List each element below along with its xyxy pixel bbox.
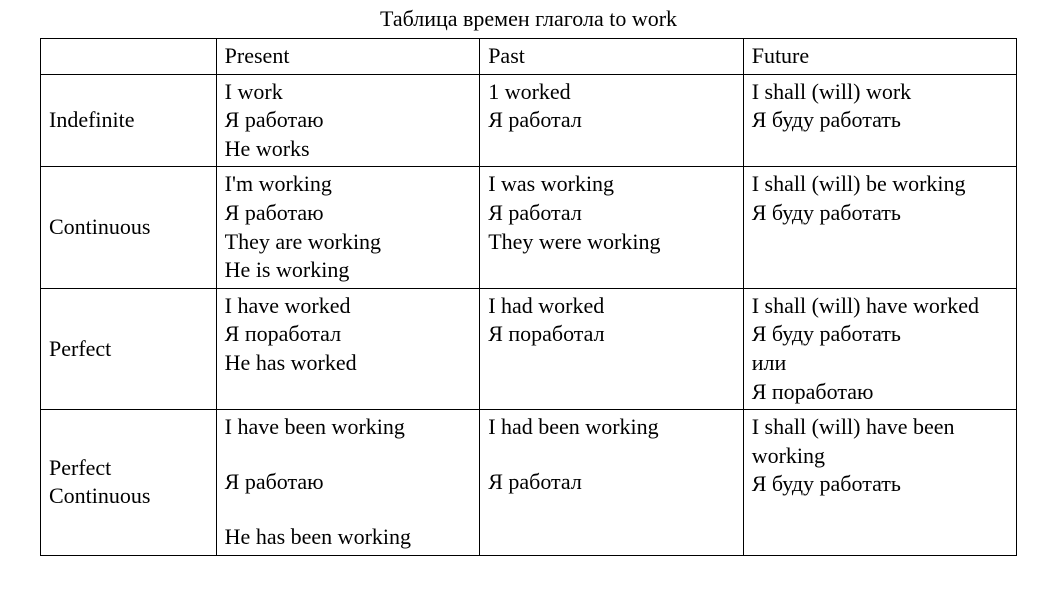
text-line: I work	[225, 78, 474, 107]
cell-indefinite-present: I work Я работаю He works	[216, 74, 480, 167]
header-past: Past	[480, 39, 744, 75]
row-label-perfect-continuous: Perfect Continuous	[41, 410, 217, 556]
cell-perfect-present: I have worked Я поработал He has worked	[216, 288, 480, 409]
cell-continuous-present: I'm working Я работаю They are working H…	[216, 167, 480, 288]
cell-indefinite-future: I shall (will) work Я буду работать	[743, 74, 1016, 167]
text-line: Я буду работать	[752, 320, 1010, 349]
page-title: Таблица времен глагола to work	[40, 6, 1017, 32]
row-label-continuous: Continuous	[41, 167, 217, 288]
text-line: Я работаю	[225, 106, 474, 135]
row-label-perfect: Perfect	[41, 288, 217, 409]
text-line: They are working	[225, 228, 474, 257]
text-line: или	[752, 349, 1010, 378]
header-future: Future	[743, 39, 1016, 75]
cell-perfect-future: I shall (will) have worked Я буду работа…	[743, 288, 1016, 409]
blank-line	[225, 497, 474, 523]
blank-line	[488, 442, 737, 468]
cell-continuous-future: I shall (will) be working Я буду работат…	[743, 167, 1016, 288]
cell-perfect-continuous-future: I shall (will) have been working Я буду …	[743, 410, 1016, 556]
text-line: Я работал	[488, 106, 737, 135]
text-line: I have been working	[225, 413, 474, 442]
text-line: I shall (will) have worked	[752, 292, 1010, 321]
text-line: He has worked	[225, 349, 474, 378]
text-line: I'm working	[225, 170, 474, 199]
row-perfect-continuous: Perfect Continuous I have been working Я…	[41, 410, 1017, 556]
text-line: Perfect	[49, 454, 210, 483]
cell-perfect-past: I had worked Я поработал	[480, 288, 744, 409]
text-line: Я поработал	[488, 320, 737, 349]
verb-tense-table: Present Past Future Indefinite I work Я …	[40, 38, 1017, 556]
table-header-row: Present Past Future	[41, 39, 1017, 75]
text-line: He has been working	[225, 523, 474, 552]
header-blank	[41, 39, 217, 75]
page-container: Таблица времен глагола to work Present P…	[0, 0, 1057, 597]
text-line: I have worked	[225, 292, 474, 321]
text-line: Continuous	[49, 482, 210, 511]
row-perfect: Perfect I have worked Я поработал He has…	[41, 288, 1017, 409]
cell-indefinite-past: 1 worked Я работал	[480, 74, 744, 167]
text-line: I shall (will) have been working	[752, 413, 1010, 470]
text-line: Я работал	[488, 468, 737, 497]
text-line: 1 worked	[488, 78, 737, 107]
text-line: I shall (will) be working	[752, 170, 1010, 199]
text-line: I was working	[488, 170, 737, 199]
row-indefinite: Indefinite I work Я работаю He works 1 w…	[41, 74, 1017, 167]
cell-perfect-continuous-present: I have been working Я работаю He has bee…	[216, 410, 480, 556]
row-continuous: Continuous I'm working Я работаю They ar…	[41, 167, 1017, 288]
text-line: Я работал	[488, 199, 737, 228]
text-line: He is working	[225, 256, 474, 285]
text-line: Я работаю	[225, 468, 474, 497]
text-line: I had been working	[488, 413, 737, 442]
text-line: Я поработал	[225, 320, 474, 349]
cell-perfect-continuous-past: I had been working Я работал	[480, 410, 744, 556]
text-line: Я поработаю	[752, 378, 1010, 407]
cell-continuous-past: I was working Я работал They were workin…	[480, 167, 744, 288]
text-line: I shall (will) work	[752, 78, 1010, 107]
text-line: Я буду работать	[752, 199, 1010, 228]
text-line: Я буду работать	[752, 470, 1010, 499]
header-present: Present	[216, 39, 480, 75]
row-label-indefinite: Indefinite	[41, 74, 217, 167]
text-line: Я буду работать	[752, 106, 1010, 135]
text-line: I had worked	[488, 292, 737, 321]
text-line: They were working	[488, 228, 737, 257]
text-line: He works	[225, 135, 474, 164]
text-line: Я работаю	[225, 199, 474, 228]
blank-line	[225, 442, 474, 468]
